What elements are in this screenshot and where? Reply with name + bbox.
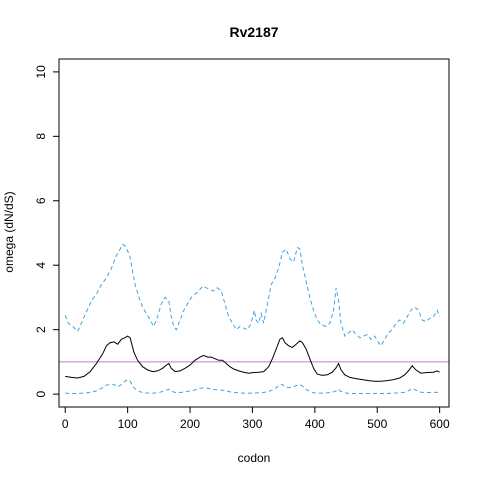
- x-axis: 0 100 200 300 400 500 600: [62, 406, 450, 431]
- x-tick-label: 500: [367, 417, 387, 431]
- chart-title: Rv2187: [229, 24, 278, 40]
- plot-area: [59, 243, 449, 394]
- x-tick-label: 400: [305, 417, 325, 431]
- x-axis-label: codon: [238, 451, 271, 465]
- x-tick-label: 200: [180, 417, 200, 431]
- y-axis-label: omega (dN/dS): [2, 191, 16, 272]
- y-tick-label: 6: [34, 197, 48, 204]
- x-tick-label: 600: [430, 417, 450, 431]
- y-tick-label: 4: [34, 262, 48, 269]
- lower-bound-line: [65, 379, 440, 394]
- y-tick-label: 0: [34, 390, 48, 397]
- x-tick-label: 0: [62, 417, 69, 431]
- omega-line: [65, 335, 440, 382]
- upper-bound-line: [64, 243, 441, 347]
- y-axis: 0 2 4 6 8 10: [34, 65, 60, 397]
- x-tick-label: 100: [118, 417, 138, 431]
- y-tick-label: 8: [34, 133, 48, 140]
- y-tick-label: 2: [34, 326, 48, 333]
- y-tick-label: 10: [34, 65, 48, 79]
- x-tick-label: 300: [242, 417, 262, 431]
